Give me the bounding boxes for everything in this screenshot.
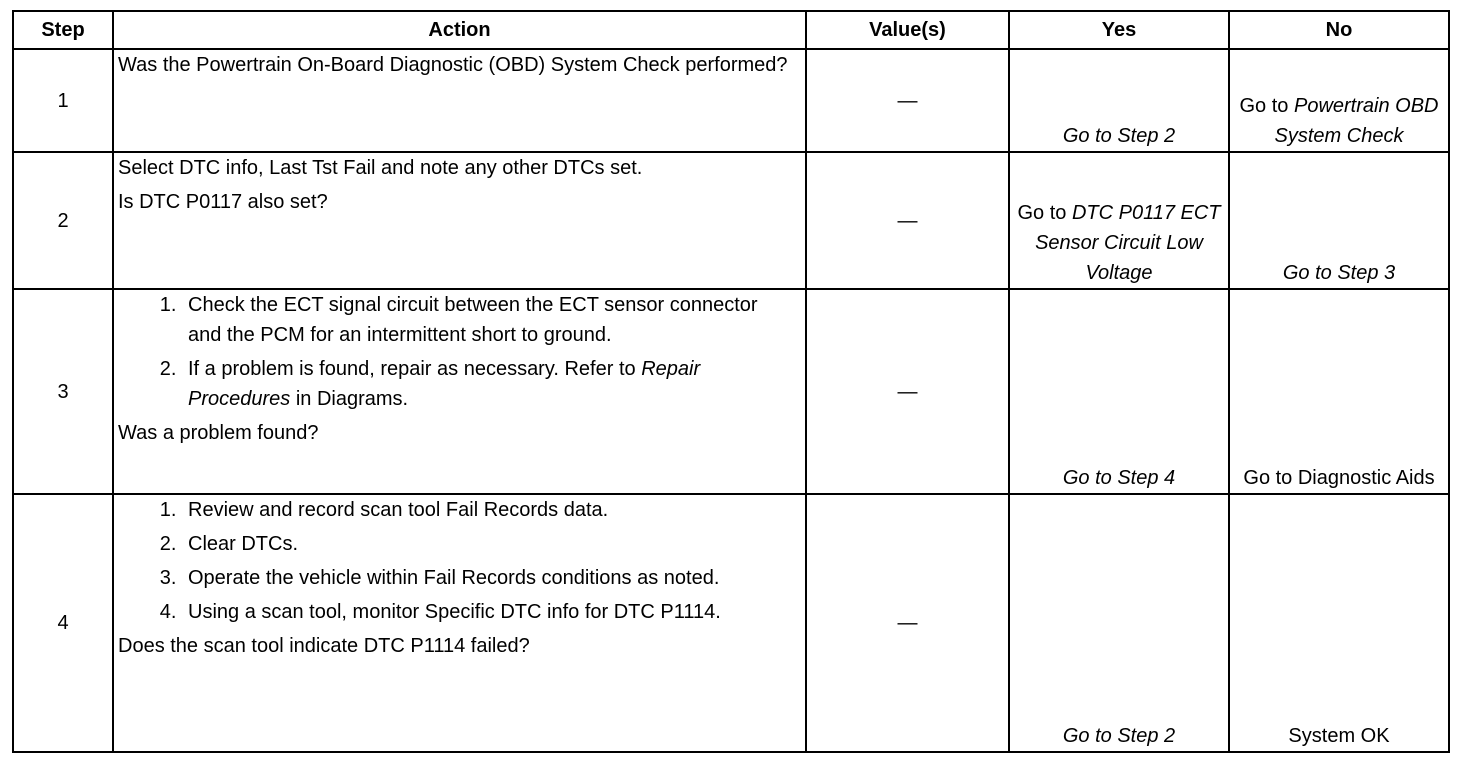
yes-cell: Go to DTC P0117 ECT Sensor Circuit Low V… bbox=[1008, 151, 1230, 290]
action-list: Check the ECT signal circuit between the… bbox=[118, 290, 785, 414]
yes-cell: Go to Step 2 bbox=[1008, 48, 1230, 153]
no-link[interactable]: Powertrain OBD System Check bbox=[1274, 95, 1439, 147]
no-result: System OK bbox=[1288, 725, 1390, 747]
table-row: 1 Was the Powertrain On-Board Diagnostic… bbox=[12, 48, 1450, 153]
table-row: 4 Review and record scan tool Fail Recor… bbox=[12, 493, 1450, 753]
action-item: Operate the vehicle within Fail Records … bbox=[182, 563, 765, 593]
value-cell: — bbox=[805, 48, 1010, 153]
header-values: Value(s) bbox=[805, 10, 1010, 50]
action-question: Is DTC P0117 also set? bbox=[118, 191, 328, 213]
yes-link[interactable]: Go to Step 2 bbox=[1062, 125, 1176, 147]
action-item: Check the ECT signal circuit between the… bbox=[182, 290, 785, 350]
action-item: Using a scan tool, monitor Specific DTC … bbox=[182, 597, 765, 627]
yes-cell: Go to Step 4 bbox=[1008, 288, 1230, 495]
step-number: 2 bbox=[12, 151, 114, 290]
value-cell: — bbox=[805, 493, 1010, 753]
action-text: Was the Powertrain On-Board Diagnostic (… bbox=[118, 54, 788, 76]
yes-cell: Go to Step 2 bbox=[1008, 493, 1230, 753]
no-link[interactable]: Go to Diagnostic Aids bbox=[1243, 467, 1435, 489]
action-cell: Review and record scan tool Fail Records… bbox=[112, 493, 807, 753]
action-text: Select DTC info, Last Tst Fail and note … bbox=[118, 157, 643, 179]
value-cell: — bbox=[805, 288, 1010, 495]
step-number: 1 bbox=[12, 48, 114, 153]
no-link[interactable]: Go to Step 3 bbox=[1282, 262, 1396, 284]
header-step: Step bbox=[12, 10, 114, 50]
no-cell: Go to Powertrain OBD System Check bbox=[1228, 48, 1450, 153]
yes-link[interactable]: Go to Step 4 bbox=[1062, 467, 1176, 489]
no-cell: Go to Diagnostic Aids bbox=[1228, 288, 1450, 495]
step-number: 4 bbox=[12, 493, 114, 753]
action-question: Was a problem found? bbox=[118, 422, 319, 444]
header-no: No bbox=[1228, 10, 1450, 50]
action-cell: Select DTC info, Last Tst Fail and note … bbox=[112, 151, 807, 290]
action-question: Does the scan tool indicate DTC P1114 fa… bbox=[118, 635, 530, 657]
no-cell: Go to Step 3 bbox=[1228, 151, 1450, 290]
header-action: Action bbox=[112, 10, 807, 50]
repair-procedures-link[interactable]: Repair Procedures bbox=[188, 358, 701, 410]
action-item: If a problem is found, repair as necessa… bbox=[182, 354, 785, 414]
header-row: Step Action Value(s) Yes No bbox=[12, 10, 1450, 50]
action-item: Clear DTCs. bbox=[182, 529, 765, 559]
table-row: 3 Check the ECT signal circuit between t… bbox=[12, 288, 1450, 495]
yes-link[interactable]: DTC P0117 ECT Sensor Circuit Low Voltage bbox=[1035, 202, 1221, 284]
action-cell: Was the Powertrain On-Board Diagnostic (… bbox=[112, 48, 807, 153]
table-row: 2 Select DTC info, Last Tst Fail and not… bbox=[12, 151, 1450, 290]
diagnostic-table: Step Action Value(s) Yes No 1 Was the Po… bbox=[12, 10, 1450, 753]
no-cell: System OK bbox=[1228, 493, 1450, 753]
step-number: 3 bbox=[12, 288, 114, 495]
action-list: Review and record scan tool Fail Records… bbox=[118, 495, 765, 627]
action-cell: Check the ECT signal circuit between the… bbox=[112, 288, 807, 495]
yes-link[interactable]: Go to Step 2 bbox=[1062, 725, 1176, 747]
value-cell: — bbox=[805, 151, 1010, 290]
header-yes: Yes bbox=[1008, 10, 1230, 50]
action-item: Review and record scan tool Fail Records… bbox=[182, 495, 765, 525]
